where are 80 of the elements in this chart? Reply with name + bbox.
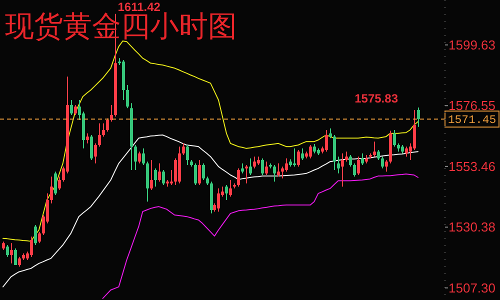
- candlestick: [253, 156, 256, 169]
- candlestick: [70, 100, 73, 116]
- candlestick: [265, 161, 268, 176]
- candlestick: [158, 162, 161, 182]
- candlestick: [174, 158, 177, 186]
- candlestick: [261, 158, 264, 176]
- candlestick: [74, 104, 77, 116]
- candlestick: [126, 84, 129, 109]
- candlestick: [345, 151, 348, 162]
- candlestick: [202, 162, 205, 180]
- candlestick: [142, 148, 145, 166]
- candlestick: [225, 184, 228, 200]
- candlestick: [405, 146, 408, 158]
- candlestick: [293, 148, 296, 168]
- candlestick: [34, 224, 37, 246]
- candlestick: [154, 168, 157, 188]
- candlestick: [198, 160, 201, 186]
- candlestick: [194, 162, 197, 186]
- candlestick: [86, 132, 89, 144]
- candlestick: [134, 144, 137, 170]
- candlestick: [102, 122, 105, 138]
- candlestick: [6, 244, 9, 258]
- candlestick: [241, 162, 244, 174]
- candlestick: [337, 156, 340, 174]
- candlestick: [417, 107, 420, 128]
- candlestick: [138, 151, 141, 164]
- candlestick: [413, 110, 416, 150]
- candlestick: [325, 130, 328, 152]
- candlestick: [349, 154, 352, 168]
- candlestick: [237, 168, 240, 188]
- y-tick-label: 1576.55: [448, 98, 496, 114]
- annotation: 1611.42: [118, 0, 161, 14]
- candlestick: [377, 150, 380, 160]
- candlestick: [217, 188, 220, 212]
- candlestick: [90, 134, 93, 160]
- candlestick: [301, 148, 304, 160]
- line-series: [2, 134, 418, 288]
- candlestick: [341, 152, 344, 188]
- candlestick: [297, 150, 300, 168]
- candlestick: [98, 122, 101, 148]
- candlestick: [285, 158, 288, 172]
- candlestick: [245, 164, 248, 184]
- candlestick: [58, 176, 61, 190]
- y-tick-label: 1599.63: [448, 37, 496, 52]
- candlestick: [361, 152, 364, 166]
- candlestick: [313, 143, 316, 154]
- candlestick: [50, 176, 53, 204]
- candlestick: [150, 160, 153, 190]
- candlestick: [277, 162, 280, 178]
- candlestick: [94, 142, 97, 164]
- candlestick: [353, 162, 356, 178]
- candlestick: [329, 128, 332, 139]
- candlestick: [54, 171, 57, 196]
- candlestick: [10, 242, 13, 264]
- candlestick: [186, 144, 189, 166]
- ref-line-label: 1571.45: [448, 114, 496, 128]
- candlestick: [30, 236, 33, 258]
- candlestick: [38, 231, 41, 244]
- candlestick: [373, 141, 376, 158]
- candlestick: [385, 160, 388, 172]
- annotation: 1575.83: [354, 92, 398, 106]
- candlestick: [381, 156, 384, 169]
- candlestick: [110, 104, 113, 122]
- line-series: [102, 173, 418, 299]
- candlestick: [249, 158, 252, 176]
- candlestick: [182, 142, 185, 156]
- candlestick: [229, 180, 232, 198]
- candlestick: [162, 170, 165, 186]
- candlestick: [106, 118, 109, 132]
- candlestick: [281, 166, 284, 179]
- y-tick-label: 1530.38: [448, 220, 496, 235]
- candlestick: [18, 256, 21, 268]
- y-tick-label: 1507.30: [448, 280, 496, 296]
- candlestick: [14, 248, 17, 266]
- candlestick: [170, 170, 173, 186]
- candlestick: [273, 164, 276, 182]
- candlestick: [309, 144, 312, 159]
- candlestick: [393, 130, 396, 148]
- candlestick: [357, 156, 360, 176]
- y-tick-label: 1553.46: [448, 158, 496, 174]
